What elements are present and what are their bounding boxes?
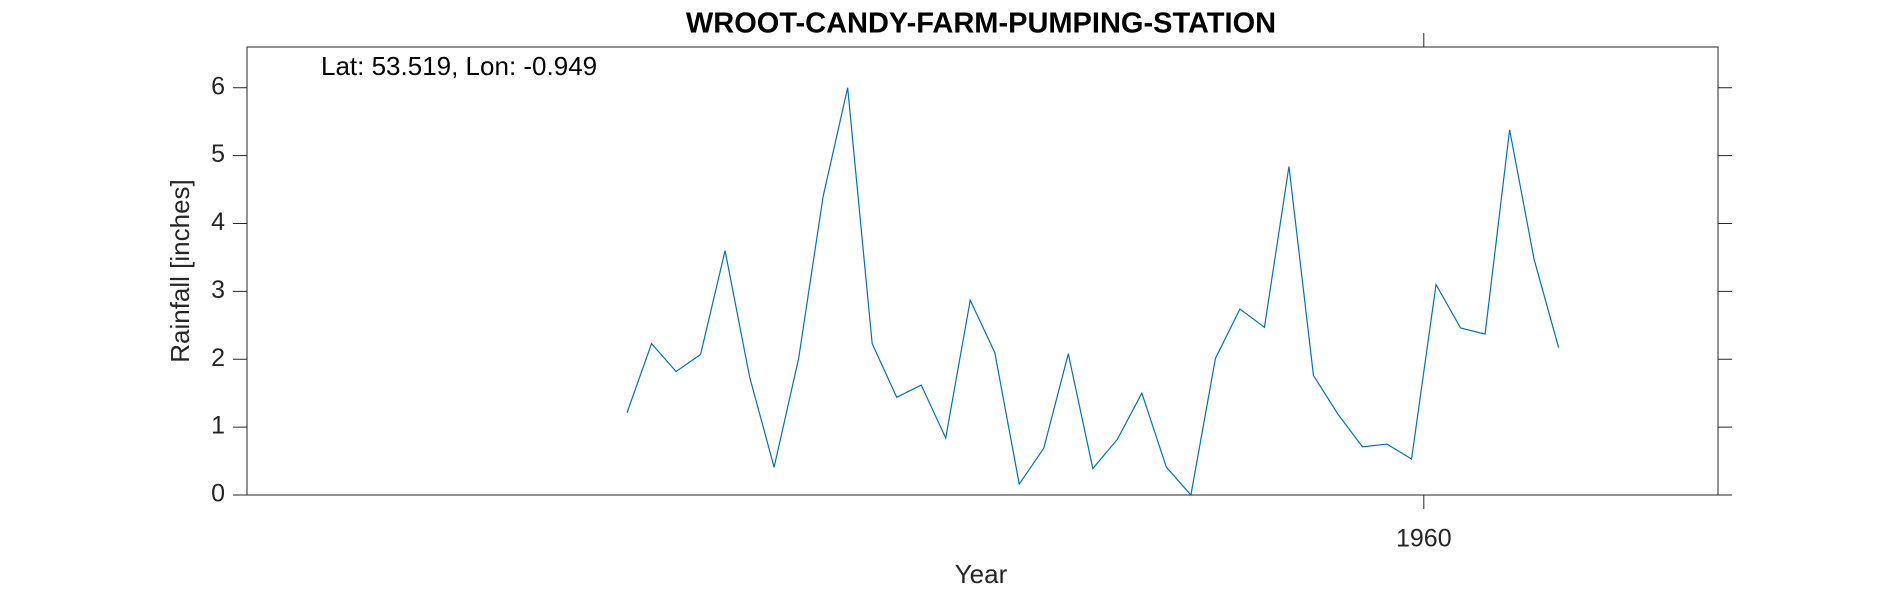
y-tick-label: 4	[211, 208, 225, 236]
data-line	[626, 87, 1560, 497]
y-tick-label: 2	[211, 344, 225, 372]
chart-title: WROOT-CANDY-FARM-PUMPING-STATION	[686, 8, 1276, 40]
x-tick-label: 1960	[1396, 525, 1452, 553]
y-tick-label: 3	[211, 276, 225, 304]
y-tick-label: 5	[211, 140, 225, 168]
y-tick-label: 0	[211, 480, 225, 508]
y-axis-label: Rainfall [inches]	[165, 179, 195, 363]
x-axis-label: Year	[955, 559, 1008, 589]
plot-frame	[246, 46, 1719, 496]
y-tick-label: 6	[211, 72, 225, 100]
y-tick-label: 1	[211, 412, 225, 440]
annotation: Lat: 53.519, Lon: -0.949	[321, 51, 597, 81]
